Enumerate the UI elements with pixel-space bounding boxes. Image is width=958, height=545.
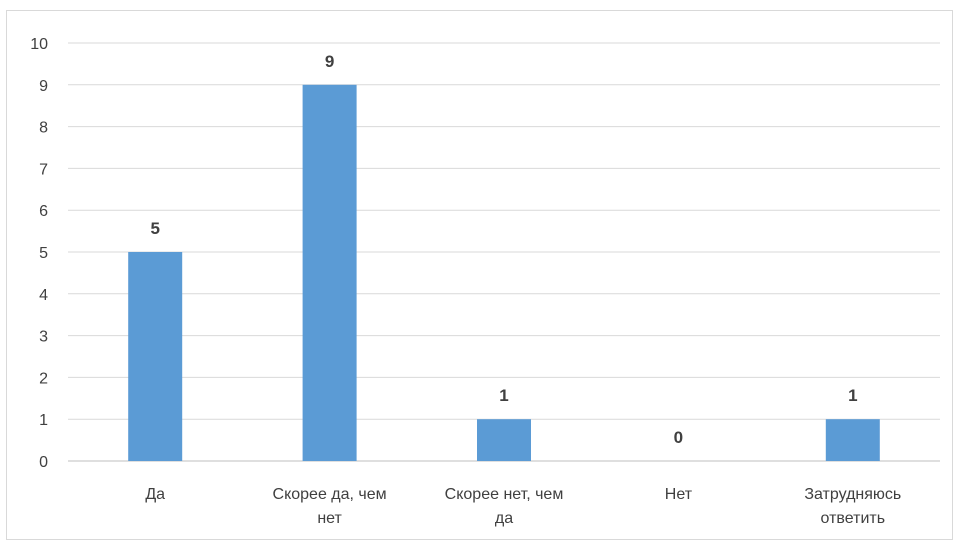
data-label: 1	[499, 386, 508, 405]
category-label: нет	[317, 510, 342, 527]
category-label: Скорее да, чем	[273, 486, 387, 503]
data-label: 9	[325, 52, 334, 71]
y-tick-label: 4	[39, 287, 48, 304]
bars	[128, 84, 880, 462]
bar	[302, 84, 357, 462]
y-tick-label: 10	[30, 36, 48, 53]
y-tick-label: 5	[39, 245, 48, 262]
category-label: ответить	[821, 510, 886, 527]
y-tick-label: 9	[39, 78, 48, 95]
y-tick-label: 8	[39, 120, 48, 137]
y-tick-label: 7	[39, 161, 48, 178]
category-label: Затрудняюсь	[804, 486, 901, 503]
bar	[477, 419, 531, 461]
y-tick-label: 6	[39, 203, 48, 220]
y-tick-label: 0	[39, 454, 48, 471]
bar	[825, 419, 880, 461]
gridlines	[68, 42, 940, 420]
data-label: 1	[848, 386, 857, 405]
y-tick-label: 1	[39, 412, 48, 429]
category-label: Нет	[665, 486, 693, 503]
category-label: Скорее нет, чем	[445, 486, 564, 503]
category-label: да	[495, 510, 513, 527]
data-label: 0	[674, 428, 683, 447]
bar	[128, 252, 183, 461]
category-label: Да	[145, 486, 165, 503]
data-label: 5	[150, 219, 159, 238]
y-tick-label: 3	[39, 329, 48, 346]
y-tick-label: 2	[39, 370, 48, 387]
